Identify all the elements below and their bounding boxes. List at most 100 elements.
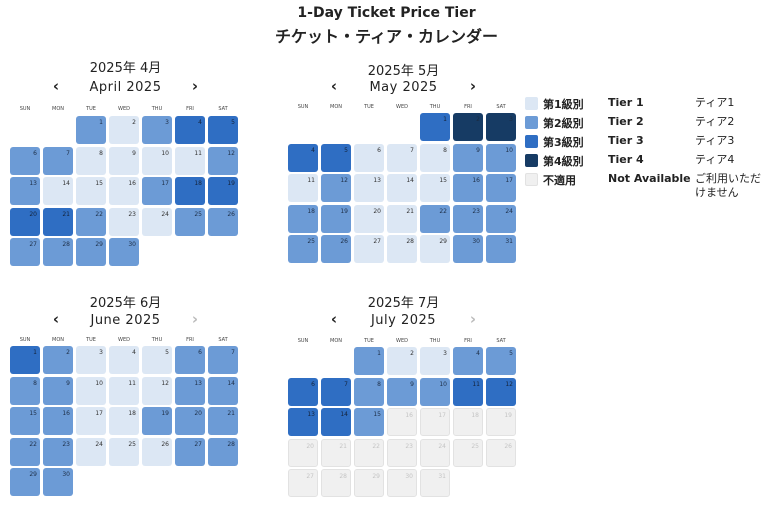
day-cell[interactable]: 20 xyxy=(10,207,40,236)
day-cell[interactable]: 11 xyxy=(175,146,205,175)
day-cell[interactable]: 18 xyxy=(288,204,318,233)
day-cell[interactable]: 7 xyxy=(43,146,73,175)
day-cell[interactable]: 14 xyxy=(387,174,417,202)
next-month-button[interactable]: › xyxy=(191,77,199,95)
day-cell[interactable]: 23 xyxy=(109,207,139,236)
day-cell[interactable]: 5 xyxy=(486,347,516,375)
day-cell[interactable]: 6 xyxy=(288,377,318,406)
day-cell[interactable]: 4 xyxy=(175,116,205,144)
day-cell[interactable]: 1 xyxy=(420,113,450,141)
day-cell[interactable]: 9 xyxy=(453,143,483,172)
day-cell[interactable]: 20 xyxy=(175,407,205,435)
day-cell[interactable]: 14 xyxy=(208,376,238,405)
day-cell[interactable]: 8 xyxy=(10,376,40,405)
day-cell[interactable]: 28 xyxy=(43,238,73,266)
day-cell[interactable]: 22 xyxy=(76,207,106,236)
day-cell[interactable]: 8 xyxy=(420,143,450,172)
day-cell[interactable]: 24 xyxy=(76,437,106,466)
day-cell[interactable]: 2 xyxy=(387,347,417,375)
day-cell[interactable]: 11 xyxy=(288,174,318,202)
day-cell[interactable]: 17 xyxy=(142,177,172,205)
day-cell[interactable]: 19 xyxy=(142,407,172,435)
day-cell[interactable]: 10 xyxy=(76,376,106,405)
day-cell[interactable]: 25 xyxy=(109,437,139,466)
day-cell[interactable]: 14 xyxy=(321,408,351,436)
day-cell[interactable]: 9 xyxy=(43,376,73,405)
day-cell[interactable]: 5 xyxy=(142,346,172,374)
day-cell[interactable]: 3 xyxy=(420,347,450,375)
day-cell[interactable]: 15 xyxy=(76,177,106,205)
day-cell[interactable]: 12 xyxy=(142,376,172,405)
day-cell[interactable]: 13 xyxy=(10,177,40,205)
day-cell[interactable]: 26 xyxy=(208,207,238,236)
day-cell[interactable]: 28 xyxy=(208,437,238,466)
day-cell[interactable]: 13 xyxy=(288,408,318,436)
day-cell[interactable]: 4 xyxy=(453,347,483,375)
day-cell[interactable]: 13 xyxy=(354,174,384,202)
day-cell[interactable]: 16 xyxy=(43,407,73,435)
day-cell[interactable]: 14 xyxy=(43,177,73,205)
day-cell[interactable]: 2 xyxy=(43,346,73,374)
day-cell[interactable]: 7 xyxy=(208,346,238,374)
day-cell[interactable]: 26 xyxy=(321,235,351,263)
day-cell[interactable]: 27 xyxy=(10,238,40,266)
day-cell[interactable]: 6 xyxy=(10,146,40,175)
day-cell[interactable]: 3 xyxy=(142,116,172,144)
day-cell[interactable]: 5 xyxy=(208,116,238,144)
day-cell[interactable]: 12 xyxy=(321,174,351,202)
day-cell[interactable]: 15 xyxy=(10,407,40,435)
day-cell[interactable]: 23 xyxy=(453,204,483,233)
day-cell[interactable]: 22 xyxy=(10,437,40,466)
prev-month-button[interactable]: ‹ xyxy=(330,310,338,328)
day-cell[interactable]: 21 xyxy=(208,407,238,435)
day-cell[interactable]: 17 xyxy=(76,407,106,435)
prev-month-button[interactable]: ‹ xyxy=(330,77,338,95)
day-cell[interactable]: 10 xyxy=(486,143,516,172)
day-cell[interactable]: 22 xyxy=(420,204,450,233)
day-cell[interactable]: 30 xyxy=(453,235,483,263)
day-cell[interactable]: 16 xyxy=(453,174,483,202)
day-cell[interactable]: 9 xyxy=(387,377,417,406)
day-cell[interactable]: 2 xyxy=(109,116,139,144)
next-month-button[interactable]: › xyxy=(469,77,477,95)
day-cell[interactable]: 12 xyxy=(208,146,238,175)
prev-month-button[interactable]: ‹ xyxy=(52,77,60,95)
day-cell[interactable]: 11 xyxy=(109,376,139,405)
day-cell[interactable]: 20 xyxy=(354,204,384,233)
day-cell[interactable]: 27 xyxy=(354,235,384,263)
day-cell[interactable]: 1 xyxy=(10,346,40,374)
day-cell[interactable]: 31 xyxy=(486,235,516,263)
day-cell[interactable]: 9 xyxy=(109,146,139,175)
day-cell[interactable]: 25 xyxy=(288,235,318,263)
day-cell[interactable]: 24 xyxy=(486,204,516,233)
day-cell[interactable]: 25 xyxy=(175,207,205,236)
day-cell[interactable]: 30 xyxy=(43,468,73,496)
day-cell[interactable]: 21 xyxy=(43,207,73,236)
day-cell[interactable]: 15 xyxy=(420,174,450,202)
day-cell[interactable]: 1 xyxy=(354,347,384,375)
day-cell[interactable]: 2 xyxy=(453,113,483,141)
day-cell[interactable]: 17 xyxy=(486,174,516,202)
prev-month-button[interactable]: ‹ xyxy=(52,310,60,328)
day-cell[interactable]: 4 xyxy=(288,143,318,172)
day-cell[interactable]: 10 xyxy=(420,377,450,406)
day-cell[interactable]: 28 xyxy=(387,235,417,263)
day-cell[interactable]: 21 xyxy=(387,204,417,233)
day-cell[interactable]: 16 xyxy=(109,177,139,205)
day-cell[interactable]: 6 xyxy=(175,346,205,374)
day-cell[interactable]: 24 xyxy=(142,207,172,236)
day-cell[interactable]: 15 xyxy=(354,408,384,436)
day-cell[interactable]: 10 xyxy=(142,146,172,175)
day-cell[interactable]: 8 xyxy=(354,377,384,406)
day-cell[interactable]: 11 xyxy=(453,377,483,406)
day-cell[interactable]: 3 xyxy=(486,113,516,141)
day-cell[interactable]: 19 xyxy=(321,204,351,233)
day-cell[interactable]: 5 xyxy=(321,143,351,172)
day-cell[interactable]: 29 xyxy=(76,238,106,266)
day-cell[interactable]: 29 xyxy=(420,235,450,263)
day-cell[interactable]: 29 xyxy=(10,468,40,496)
day-cell[interactable]: 27 xyxy=(175,437,205,466)
day-cell[interactable]: 1 xyxy=(76,116,106,144)
day-cell[interactable]: 18 xyxy=(109,407,139,435)
day-cell[interactable]: 30 xyxy=(109,238,139,266)
